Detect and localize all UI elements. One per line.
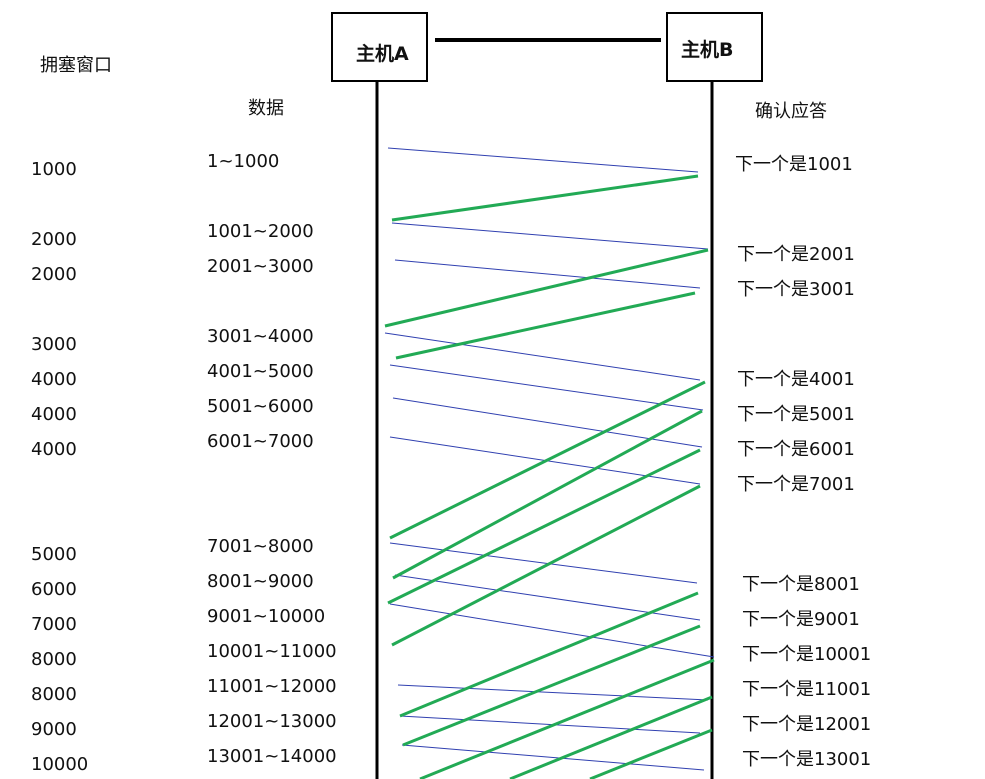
cwnd-value: 8000 <box>31 684 77 705</box>
ack-segment-arrow <box>387 448 701 605</box>
data-segment-arrow <box>394 574 701 621</box>
data-segment-arrow <box>399 715 701 734</box>
data-range-label: 11001~12000 <box>207 676 337 697</box>
cwnd-value: 5000 <box>31 544 77 565</box>
host-b-label: 主机B <box>681 39 733 61</box>
cwnd-value: 4000 <box>31 369 77 390</box>
data-range-label: 10001~11000 <box>207 641 337 662</box>
ack-label: 下一个是8001 <box>742 574 860 595</box>
ack-segment-arrow <box>384 248 709 328</box>
data-range-label: 8001~9000 <box>207 571 314 592</box>
cwnd-value: 7000 <box>31 614 77 635</box>
ack-label: 下一个是2001 <box>737 244 855 265</box>
data-range-label: 5001~6000 <box>207 396 314 417</box>
cwnd-column: 1000 2000 2000 3000 4000 4000 4000 5000 6000 7000… <box>31 159 88 775</box>
host-b-box <box>666 12 763 82</box>
cwnd-value: 4000 <box>31 404 77 425</box>
data-header: 数据 <box>248 98 284 119</box>
host-a-box <box>331 12 428 82</box>
data-segment-arrow <box>384 332 701 381</box>
data-segment-arrow <box>389 542 698 584</box>
ack-segment-arrow <box>392 409 703 580</box>
cwnd-header: 拥塞窗口 <box>40 55 112 76</box>
ack-segments <box>384 174 715 779</box>
data-segment-arrow <box>387 147 699 173</box>
ack-label: 下一个是6001 <box>737 439 855 460</box>
cwnd-value: 6000 <box>31 579 77 600</box>
data-segment-arrow <box>391 222 709 250</box>
data-segment-arrow <box>401 744 705 771</box>
ack-label: 下一个是10001 <box>742 644 871 665</box>
ack-segment-arrow <box>391 484 701 647</box>
data-range-label: 6001~7000 <box>207 431 314 452</box>
ack-column: 下一个是1001 下一个是2001 下一个是3001 下一个是4001 下一个是5001… <box>735 154 871 770</box>
data-range-label: 9001~10000 <box>207 606 325 627</box>
ack-label: 下一个是3001 <box>737 279 855 300</box>
ack-segment-arrow <box>399 591 699 718</box>
ack-label: 下一个是12001 <box>742 714 871 735</box>
ack-header: 确认应答 <box>755 101 827 122</box>
ack-label: 下一个是4001 <box>737 369 855 390</box>
data-segment-arrow <box>389 603 715 658</box>
cwnd-value: 2000 <box>31 229 77 250</box>
cwnd-value: 10000 <box>31 754 88 775</box>
ack-segment-arrow <box>589 728 713 779</box>
data-segment-arrow <box>389 364 704 411</box>
data-range-label: 7001~8000 <box>207 536 314 557</box>
ack-segment-arrow <box>395 291 696 360</box>
ack-segment-arrow <box>419 658 715 779</box>
data-range-label: 12001~13000 <box>207 711 337 732</box>
ack-segment-arrow <box>391 174 699 222</box>
cwnd-value: 4000 <box>31 439 77 460</box>
cwnd-value: 2000 <box>31 264 77 285</box>
data-range-label: 1~1000 <box>207 151 279 172</box>
data-range-label: 2001~3000 <box>207 256 314 277</box>
cwnd-value: 9000 <box>31 719 77 740</box>
cwnd-value: 3000 <box>31 334 77 355</box>
ack-segment-arrow <box>389 380 706 540</box>
ack-segment-arrow <box>402 624 701 747</box>
cwnd-value: 1000 <box>31 159 77 180</box>
ack-label: 下一个是1001 <box>735 154 853 175</box>
data-segment-arrow <box>394 259 701 289</box>
data-range-label: 1001~2000 <box>207 221 314 242</box>
data-range-label: 4001~5000 <box>207 361 314 382</box>
ack-label: 下一个是11001 <box>742 679 871 700</box>
data-range-label: 3001~4000 <box>207 326 314 347</box>
data-segment-arrow <box>397 684 709 701</box>
ack-label: 下一个是9001 <box>742 609 860 630</box>
data-range-label: 13001~14000 <box>207 746 337 767</box>
ack-label: 下一个是7001 <box>737 474 855 495</box>
ack-segment-arrow <box>509 695 713 779</box>
cwnd-value: 8000 <box>31 649 77 670</box>
ack-label: 下一个是5001 <box>737 404 855 425</box>
data-column: 1~1000 1001~2000 2001~3000 3001~4000 4001~50… <box>207 151 337 767</box>
host-a-label: 主机A <box>356 43 409 65</box>
ack-label: 下一个是13001 <box>742 749 871 770</box>
